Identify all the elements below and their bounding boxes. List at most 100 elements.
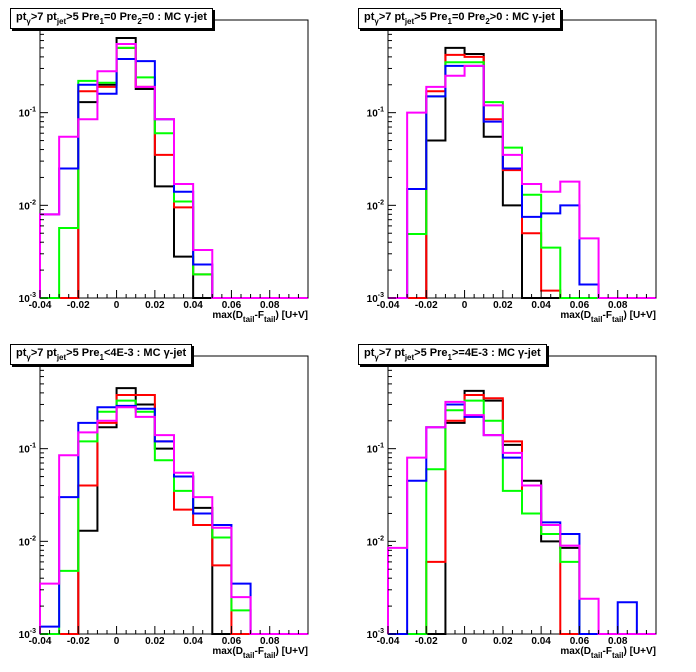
text-part: max(D (560, 310, 591, 321)
histogram-series-5 (387, 400, 656, 635)
text-part: ) [U+V] (275, 646, 309, 657)
text-part: max(D (212, 310, 243, 321)
x-tick-label: -0.04 (29, 636, 52, 647)
histogram-svg: -0.04 -0.02 0 0.02 0.04 0.06 0.08 10-3 10-2 10-1 (367, 355, 657, 647)
subscript-text: tail (242, 315, 255, 324)
y-axis: 10-3 10-2 10-1 (367, 23, 396, 305)
text-part: >5 Pre (414, 347, 448, 359)
x-tick-label: 0.08 (260, 300, 280, 311)
x-axis-label: max(Dtail-Ftail) [U+V] (212, 646, 308, 660)
x-tick-label: 0.06 (570, 300, 590, 311)
subscript-text: jet (56, 353, 67, 362)
x-tick-label: 0 (462, 300, 468, 311)
histogram-series-5 (388, 64, 656, 299)
subscript-text: tail (263, 315, 276, 324)
x-tick-label: 0.02 (493, 300, 513, 311)
histogram-panel-2: -0.04 -0.02 0 0.02 0.04 0.06 0.08 10-3 10-2 10-1 p… (348, 0, 696, 336)
y-tick-label: 10-2 (367, 199, 384, 212)
subscript-text: 1 (447, 353, 452, 362)
x-tick-label: 0.08 (608, 300, 628, 311)
x-axis-label: max(Dtail-Ftail) [U+V] (560, 646, 656, 660)
x-tick-label: 0 (114, 300, 120, 311)
subscript-text: γ (26, 17, 31, 26)
histogram-series-2 (40, 393, 308, 635)
x-tick-label: 0.04 (183, 636, 203, 647)
subscript-text: 1 (99, 17, 104, 26)
y-tick-label: 10-2 (19, 535, 36, 548)
text-part: -F (602, 646, 612, 657)
y-tick-label: 10-3 (367, 292, 384, 305)
histogram-series-5 (39, 43, 308, 299)
x-tick-label: -0.02 (415, 300, 438, 311)
x-tick-label: 0.04 (183, 300, 203, 311)
histogram-panel-1: -0.04 -0.02 0 0.02 0.04 0.06 0.08 10-3 10-2 10-1 p… (0, 0, 348, 336)
x-axis: -0.04 -0.02 0 0.02 0.04 0.06 0.08 (29, 626, 309, 647)
y-tick-label: 10-1 (367, 443, 384, 456)
subscript-text: 2 (137, 17, 142, 26)
text-part: pt (364, 11, 375, 23)
y-tick-label: 10-1 (367, 107, 384, 120)
histogram-panel-3: -0.04 -0.02 0 0.02 0.04 0.06 0.08 10-3 10-2 10-1 p… (0, 336, 348, 672)
subscript-text: tail (263, 651, 276, 660)
x-tick-label: -0.02 (67, 300, 90, 311)
chart-title: ptγ>7 ptjet>5 Pre1>=4E-3 : MC γ-jet (358, 344, 547, 365)
x-tick-label: -0.04 (29, 300, 52, 311)
x-tick-label: -0.04 (377, 300, 400, 311)
subscript-text: tail (590, 315, 603, 324)
chart-title: ptγ>7 ptjet>5 Pre1<4E-3 : MC γ-jet (10, 344, 193, 365)
text-part: =0 Pre (451, 11, 486, 23)
y-tick-label: 10-3 (19, 292, 36, 305)
text-part: >=4E-3 : MC γ-jet (451, 347, 541, 359)
chart-title: ptγ>7 ptjet>5 Pre1=0 Pre2=0 : MC γ-jet (10, 8, 213, 29)
text-part: =0 : MC γ-jet (141, 11, 207, 23)
subscript-text: jet (404, 17, 415, 26)
text-part: >7 pt (30, 11, 57, 23)
histogram-series-4 (39, 404, 308, 635)
x-tick-label: 0.04 (531, 300, 551, 311)
text-part: <4E-3 : MC γ-jet (103, 347, 187, 359)
text-part: pt (16, 347, 27, 359)
text-part: pt (16, 11, 27, 23)
x-axis-label: max(Dtail-Ftail) [U+V] (212, 310, 308, 324)
x-tick-label: 0 (114, 636, 120, 647)
histogram-series-3 (40, 399, 308, 635)
subscript-text: γ (374, 17, 379, 26)
y-axis: 10-3 10-2 10-1 (367, 359, 396, 641)
x-tick-label: 0.08 (608, 636, 628, 647)
x-tick-label: 0.04 (531, 636, 551, 647)
text-part: >7 pt (30, 347, 57, 359)
y-tick-label: 10-3 (19, 628, 36, 641)
text-part: ) [U+V] (623, 310, 657, 321)
x-tick-label: 0.02 (493, 636, 513, 647)
y-axis: 10-3 10-2 10-1 (19, 23, 48, 305)
text-part: >5 Pre (414, 11, 448, 23)
text-part: >5 Pre (66, 11, 100, 23)
text-part: -F (254, 310, 264, 321)
histogram-panel-4: -0.04 -0.02 0 0.02 0.04 0.06 0.08 10-3 10-2 10-1 p… (348, 336, 696, 672)
chart-title: ptγ>7 ptjet>5 Pre1=0 Pre2>0 : MC γ-jet (358, 8, 561, 29)
text-part: >5 Pre (66, 347, 100, 359)
histogram-series-3 (388, 399, 656, 635)
text-part: max(D (212, 646, 243, 657)
x-tick-label: 0 (462, 636, 468, 647)
y-axis: 10-3 10-2 10-1 (19, 359, 48, 641)
text-part: >0 : MC γ-jet (489, 11, 555, 23)
text-part: ) [U+V] (275, 310, 309, 321)
subscript-text: 1 (447, 17, 452, 26)
text-part: =0 Pre (103, 11, 138, 23)
histogram-series-4 (388, 403, 656, 635)
subscript-text: γ (26, 353, 31, 362)
text-part: >7 pt (378, 347, 405, 359)
subscript-text: 1 (99, 353, 104, 362)
subscript-text: tail (611, 315, 624, 324)
subscript-text: jet (56, 17, 67, 26)
histogram-svg: -0.04 -0.02 0 0.02 0.04 0.06 0.08 10-3 10-2 10-1 (19, 19, 309, 311)
y-tick-label: 10-1 (19, 443, 36, 456)
histogram-series-2 (388, 393, 656, 635)
x-tick-label: 0.02 (145, 636, 165, 647)
subscript-text: tail (590, 651, 603, 660)
subscript-text: tail (611, 651, 624, 660)
x-axis: -0.04 -0.02 0 0.02 0.04 0.06 0.08 (377, 290, 657, 311)
text-part: -F (254, 646, 264, 657)
subscript-text: γ (374, 353, 379, 362)
